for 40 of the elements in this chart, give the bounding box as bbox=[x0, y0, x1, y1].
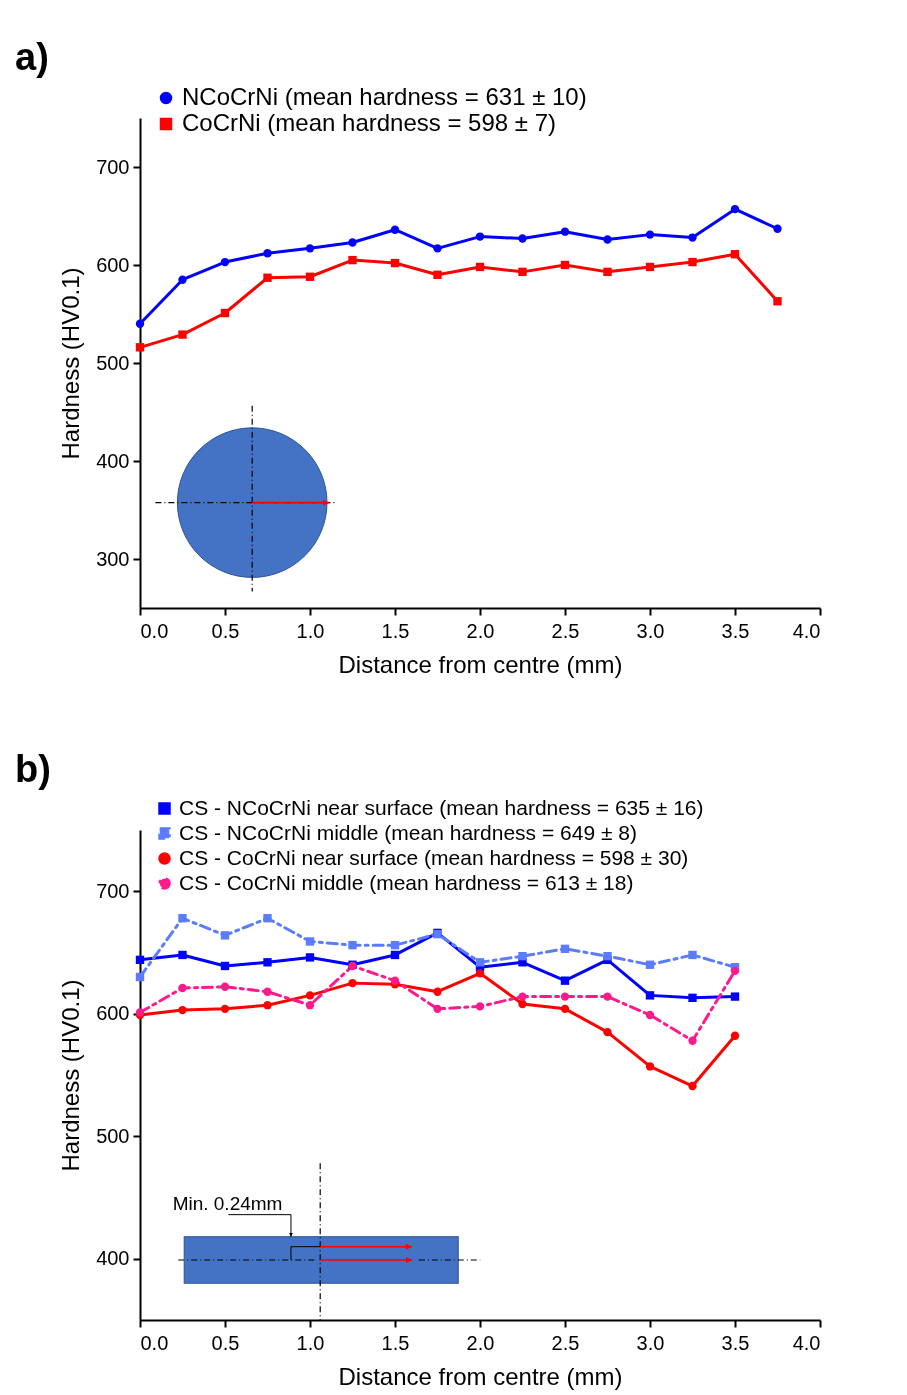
x-tick-label: 2.5 bbox=[551, 1331, 580, 1354]
y-tick-label: 600 bbox=[96, 253, 130, 276]
x-tick-label: 0.0 bbox=[140, 619, 169, 642]
annotation: Min. 0.24mm bbox=[172, 1192, 283, 1214]
y-tick-label: 500 bbox=[96, 351, 130, 374]
x-tick-label: 3.0 bbox=[636, 1331, 665, 1354]
x-tick-label: 2.0 bbox=[466, 619, 495, 642]
x-tick-label: 1.5 bbox=[381, 619, 410, 642]
x-tick-label: 1.5 bbox=[381, 1331, 410, 1354]
y-tick-label: 400 bbox=[96, 1247, 130, 1270]
y-tick-label: 600 bbox=[96, 1002, 130, 1025]
chart-title: b) bbox=[15, 748, 51, 790]
legend-label: CS - NCoCrNi near surface (mean hardness = 635 ± 16) bbox=[179, 795, 704, 819]
x-axis-title: Distance from centre (mm) bbox=[338, 650, 623, 678]
x-tick-label: 4.0 bbox=[792, 619, 821, 642]
legend-label: NCoCrNi (mean hardness = 631 ± 10) bbox=[182, 83, 587, 110]
y-tick-label: 400 bbox=[96, 449, 130, 472]
legend-label: CS - CoCrNi middle (mean hardness = 613 ± 18) bbox=[179, 870, 634, 894]
y-tick-label: 700 bbox=[96, 155, 130, 178]
legend-label: CoCrNi (mean hardness = 598 ± 7) bbox=[182, 109, 557, 136]
y-tick-label: 500 bbox=[96, 1124, 130, 1147]
x-tick-label: 3.5 bbox=[721, 1331, 750, 1354]
x-tick-label: 0.5 bbox=[211, 1331, 240, 1354]
y-tick-label: 700 bbox=[96, 879, 130, 902]
y-axis-title: Hardness (HV0.1) bbox=[57, 267, 85, 460]
x-tick-label: 2.0 bbox=[466, 1331, 495, 1354]
x-tick-label: 0.5 bbox=[211, 619, 240, 642]
x-tick-label: 4.0 bbox=[792, 1331, 821, 1354]
x-axis-title: Distance from centre (mm) bbox=[338, 1362, 623, 1390]
y-tick-label: 300 bbox=[96, 547, 130, 570]
x-tick-label: 1.0 bbox=[296, 1331, 325, 1354]
chart-title: a) bbox=[15, 36, 49, 78]
x-tick-label: 0.0 bbox=[140, 1331, 169, 1354]
x-tick-label: 1.0 bbox=[296, 619, 325, 642]
legend-label: CS - CoCrNi near surface (mean hardness = 598 ± 30) bbox=[179, 845, 689, 869]
y-axis-title: Hardness (HV0.1) bbox=[57, 979, 85, 1172]
x-tick-label: 3.0 bbox=[636, 619, 665, 642]
x-tick-label: 2.5 bbox=[551, 619, 580, 642]
legend-label: CS - NCoCrNi middle (mean hardness = 649 ± 8) bbox=[179, 820, 637, 844]
x-tick-label: 3.5 bbox=[721, 619, 750, 642]
